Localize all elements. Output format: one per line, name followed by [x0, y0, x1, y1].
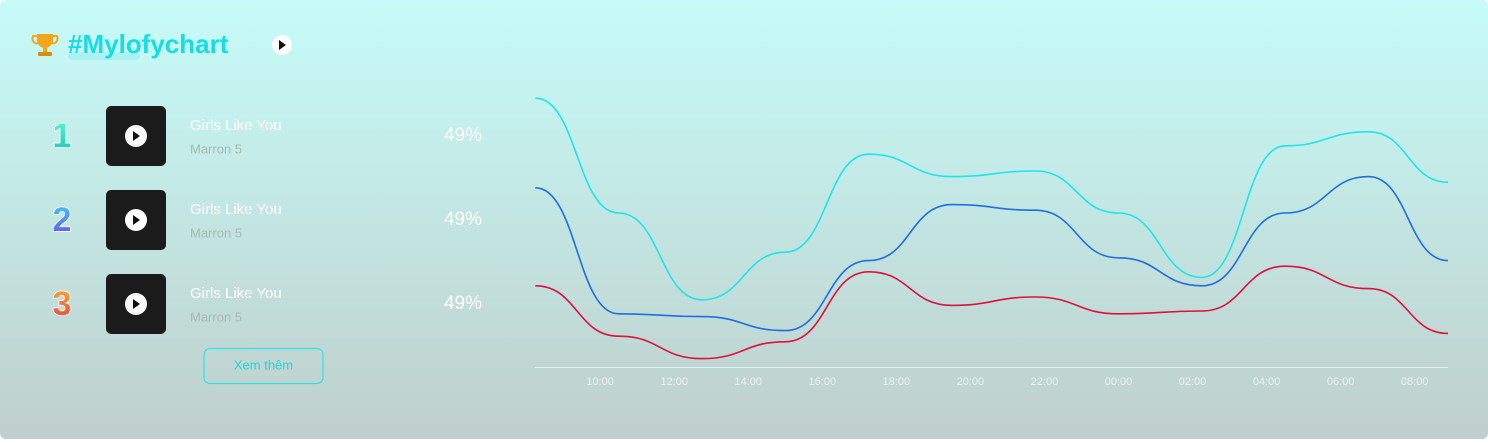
- series-line: [535, 265, 1449, 360]
- title: #Mylofychart: [68, 29, 229, 59]
- x-tick-label: 20:00: [957, 376, 985, 388]
- song-title: Girls Like You: [190, 117, 282, 134]
- percent: 49%: [444, 209, 482, 230]
- play-triangle: [133, 299, 140, 309]
- x-tick-label: 08:00: [1401, 376, 1429, 388]
- ranking-item: 2 Girls Like You Marron 5 49%: [52, 190, 482, 250]
- x-tick-label: 14:00: [734, 376, 762, 388]
- ranking-item: 3 Girls Like You Marron 5 49%: [52, 274, 482, 334]
- play-all-button[interactable]: [272, 35, 292, 55]
- rank-number: 1: [53, 117, 72, 155]
- ranking-list: 1 Girls Like You Marron 5 49% 2 Girls Like Yo…: [52, 106, 482, 334]
- ranking-item: 1 Girls Like You Marron 5 49%: [52, 106, 482, 166]
- percent: 49%: [444, 125, 482, 146]
- more-button-label: Xem thêm: [234, 357, 293, 372]
- series-line: [535, 175, 1449, 332]
- play-button[interactable]: [125, 125, 147, 147]
- x-tick-label: 06:00: [1327, 376, 1355, 388]
- play-triangle: [133, 131, 140, 141]
- artist: Marron 5: [190, 309, 242, 324]
- percent: 49%: [444, 293, 482, 314]
- trophy-icon: [31, 34, 59, 56]
- plot: 10:00 12:00 14:00 16:00 18:00 20:00 22:00 00:00…: [535, 97, 1449, 388]
- x-tick-label: 10:00: [586, 376, 614, 388]
- series-line: [535, 97, 1449, 301]
- more-button[interactable]: Xem thêm: [203, 347, 324, 385]
- x-tick-label: 02:00: [1179, 376, 1207, 388]
- title-highlight: [68, 52, 140, 60]
- artist: Marron 5: [190, 225, 242, 240]
- x-tick-label: 22:00: [1031, 376, 1059, 388]
- x-tick-label: 18:00: [883, 376, 911, 388]
- rank-number: 3: [53, 285, 72, 323]
- x-tick-label: 12:00: [660, 376, 688, 388]
- play-button[interactable]: [125, 209, 147, 231]
- play-triangle: [133, 215, 140, 225]
- song-title: Girls Like You: [190, 201, 282, 218]
- x-tick-label: 16:00: [809, 376, 837, 388]
- play-button[interactable]: [125, 293, 147, 315]
- rank-number: 2: [53, 201, 72, 239]
- artist: Marron 5: [190, 141, 242, 156]
- song-title: Girls Like You: [190, 285, 282, 302]
- x-tick-label: 00:00: [1105, 376, 1133, 388]
- x-tick-label: 04:00: [1253, 376, 1281, 388]
